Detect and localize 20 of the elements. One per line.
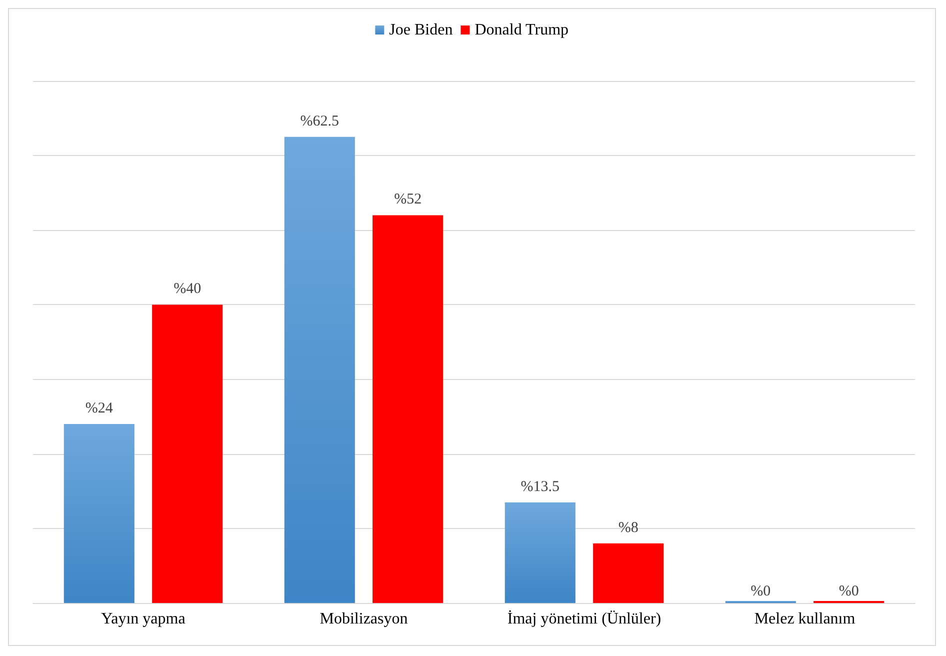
- x-tick-label: Yayın yapma: [101, 610, 186, 628]
- data-label: %52: [394, 192, 422, 208]
- data-label: %62.5: [300, 113, 340, 130]
- bar: [504, 502, 576, 603]
- x-tick-label: İmaj yönetimi (Ünlüler): [507, 610, 662, 628]
- x-tick-label: Melez kullanım: [754, 610, 856, 628]
- bar: [284, 136, 355, 603]
- bar: [593, 543, 664, 603]
- x-tick-label: Mobilizasyon: [320, 610, 408, 628]
- data-label: %0: [838, 584, 859, 600]
- legend-label: Joe Biden: [389, 22, 453, 38]
- bar: [64, 424, 134, 603]
- data-label: %8: [618, 520, 638, 536]
- data-label: %0: [750, 584, 771, 600]
- legend-label: Donald Trump: [474, 22, 569, 38]
- bar: [152, 304, 223, 603]
- bar: [372, 215, 444, 603]
- data-label: %24: [85, 400, 114, 417]
- data-label: %13.5: [520, 478, 560, 495]
- data-label: %40: [174, 281, 202, 298]
